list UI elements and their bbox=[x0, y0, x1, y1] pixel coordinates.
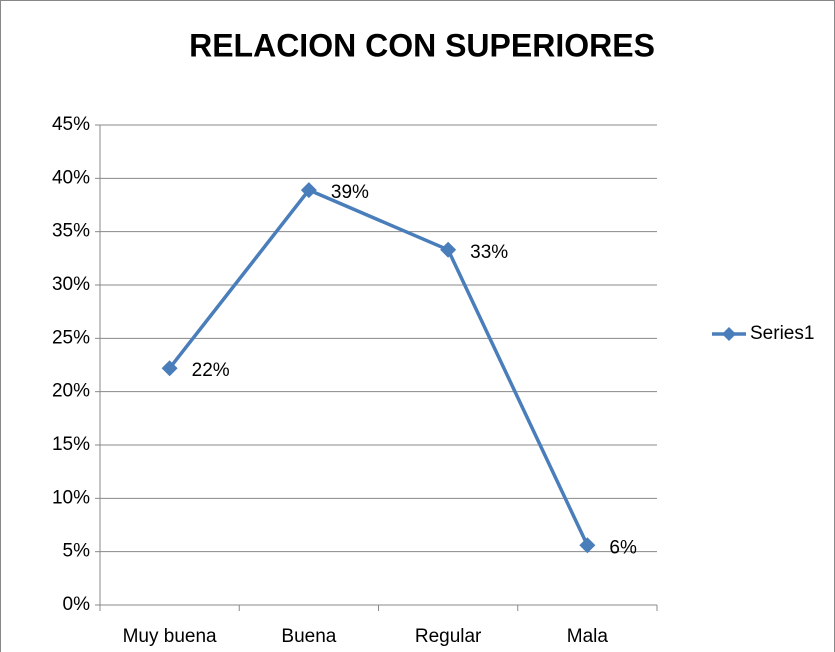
y-tick-label: 0% bbox=[63, 594, 91, 615]
x-tick-label: Mala bbox=[567, 626, 609, 647]
y-tick-label: 35% bbox=[52, 221, 90, 242]
data-label: 33% bbox=[470, 242, 508, 263]
y-tick-label: 10% bbox=[52, 487, 90, 508]
series-line bbox=[168, 187, 589, 547]
data-label: 39% bbox=[331, 182, 369, 203]
x-tick-label: Buena bbox=[281, 626, 336, 647]
legend-marker bbox=[722, 327, 736, 341]
marker bbox=[161, 360, 178, 377]
data-label: 22% bbox=[192, 360, 230, 381]
y-tick-label: 40% bbox=[52, 167, 90, 188]
marker bbox=[440, 241, 457, 258]
x-tick-label: Regular bbox=[415, 626, 482, 647]
y-tick-label: 30% bbox=[52, 274, 90, 295]
x-tick-label: Muy buena bbox=[123, 626, 217, 647]
chart-title: RELACION CON SUPERIORES bbox=[189, 27, 655, 63]
marker bbox=[300, 182, 317, 199]
legend-label: Series1 bbox=[750, 323, 814, 344]
y-tick-label: 45% bbox=[52, 114, 90, 135]
y-tick-label: 25% bbox=[52, 327, 90, 348]
y-tick-label: 20% bbox=[52, 381, 90, 402]
data-label: 6% bbox=[609, 537, 637, 558]
y-tick-label: 15% bbox=[52, 434, 90, 455]
y-tick-label: 5% bbox=[63, 541, 91, 562]
marker bbox=[579, 537, 596, 554]
